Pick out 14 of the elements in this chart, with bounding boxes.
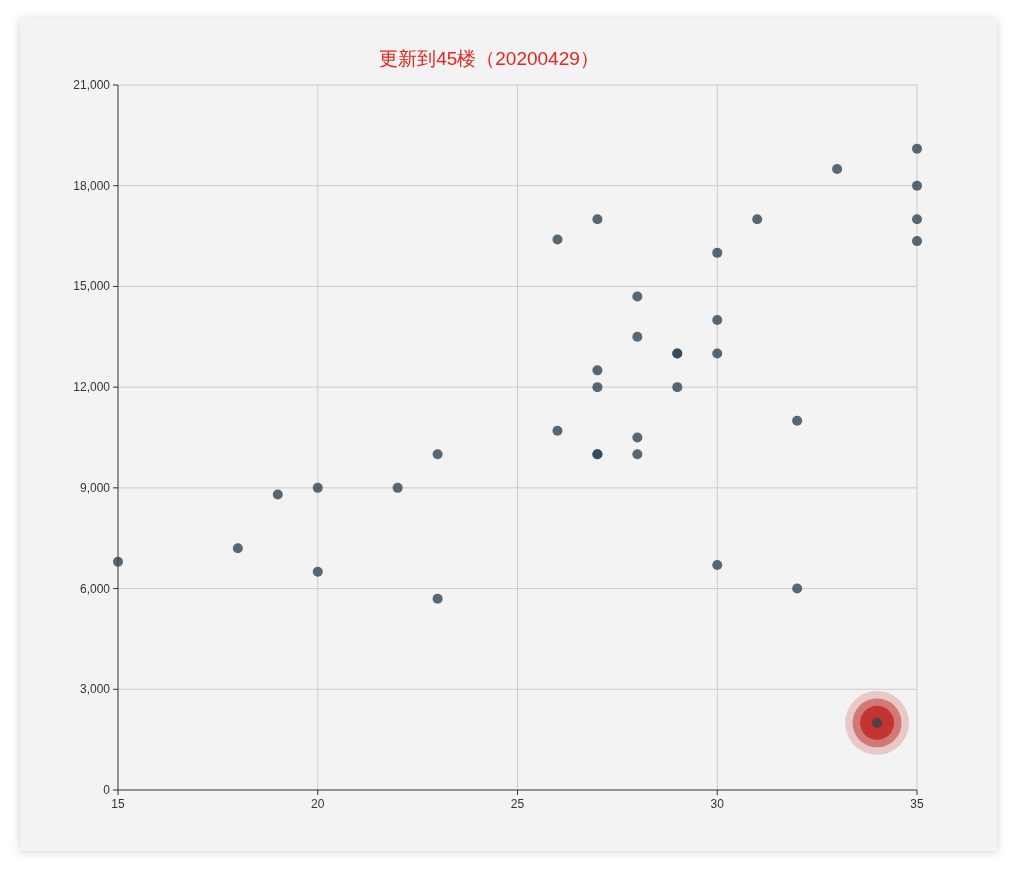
x-tick-label: 25 xyxy=(510,797,525,811)
x-tick-label: 30 xyxy=(710,797,725,811)
x-tick-label: 35 xyxy=(910,797,924,811)
y-tick-label: 21,000 xyxy=(73,78,111,92)
y-tick-label: 6,000 xyxy=(79,581,111,596)
y-tick-label: 9,000 xyxy=(79,480,111,495)
x-tick-label: 15 xyxy=(111,797,125,811)
y-tick-label: 18,000 xyxy=(73,178,111,193)
title: 更新到45楼（20200429） xyxy=(379,48,599,69)
y-tick-label: 0 xyxy=(103,783,111,797)
y-tick-label: 15,000 xyxy=(73,279,111,294)
y-tick-label: 3,000 xyxy=(79,682,111,697)
x-tick-label: 20 xyxy=(311,797,325,811)
y-tick-label: 12,000 xyxy=(73,380,111,395)
